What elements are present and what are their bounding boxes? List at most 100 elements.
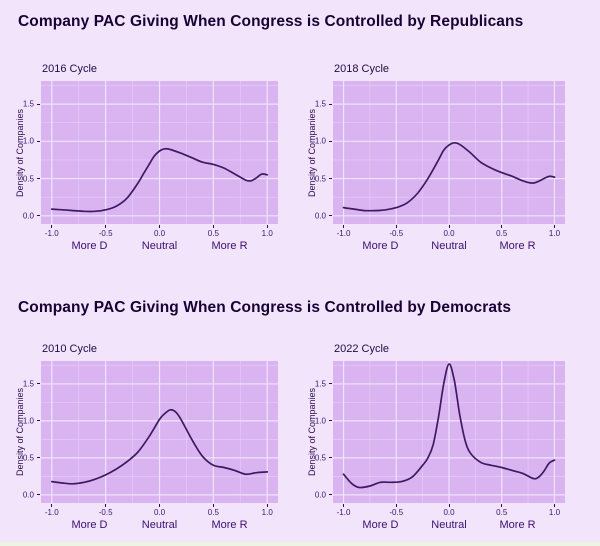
y-tick-label: 1.0 bbox=[22, 416, 34, 426]
y-tick-label: 1.5 bbox=[22, 99, 34, 109]
y-tick-mark bbox=[37, 494, 40, 496]
footer-strip bbox=[0, 542, 600, 546]
density-plot-2010-cycle: 2010 Cycle Density of Companies 0.0 0.5 1.0 1… bbox=[15, 343, 278, 531]
density-plot-2022-cycle: 2022 Cycle Density of Companies 0.0 0.5 1.0 1… bbox=[307, 343, 565, 531]
y-tick-mark bbox=[37, 383, 40, 385]
x-axis-annotation: More R bbox=[211, 240, 248, 252]
x-tick-mark bbox=[212, 504, 214, 507]
plot-title: 2018 Cycle bbox=[334, 63, 390, 75]
y-tick-mark bbox=[37, 178, 40, 180]
x-axis-annotation: More R bbox=[499, 240, 536, 252]
y-tick-label: 0.5 bbox=[314, 174, 326, 184]
x-tick-mark bbox=[51, 504, 53, 507]
y-tick-label: 1.0 bbox=[314, 136, 326, 146]
x-tick-mark bbox=[395, 225, 397, 228]
density-curve bbox=[342, 363, 556, 489]
x-tick-label: 0.0 bbox=[443, 508, 455, 517]
plot-title: 2010 Cycle bbox=[42, 343, 98, 355]
x-axis-annotation: Neutral bbox=[431, 240, 467, 252]
plot-panel bbox=[41, 81, 278, 224]
y-tick-mark bbox=[329, 383, 332, 385]
y-tick-mark bbox=[329, 420, 332, 422]
x-tick-label: -1.0 bbox=[44, 229, 59, 238]
x-tick-mark bbox=[159, 225, 160, 228]
y-tick-mark bbox=[329, 457, 332, 459]
x-tick-label: -1.0 bbox=[44, 508, 59, 517]
y-tick-label: 1.0 bbox=[22, 136, 34, 146]
x-axis-annotation: More R bbox=[211, 519, 248, 531]
x-tick-mark bbox=[553, 504, 555, 507]
y-tick-label: 0.0 bbox=[314, 490, 326, 500]
x-axis-annotation: Neutral bbox=[141, 240, 178, 252]
y-tick-label: 0.5 bbox=[22, 174, 34, 184]
y-tick-label: 0.5 bbox=[314, 453, 326, 463]
x-tick-mark bbox=[553, 225, 555, 228]
y-tick-label: 0.0 bbox=[314, 211, 326, 221]
density-plot-2018-cycle: 2018 Cycle Density of Companies 0.0 0.5 1.0 1… bbox=[307, 63, 565, 252]
y-tick-mark bbox=[329, 215, 332, 217]
x-tick-label: 0.0 bbox=[153, 229, 166, 238]
y-tick-label: 1.5 bbox=[22, 379, 34, 389]
y-axis-label: Density of Companies bbox=[15, 387, 25, 477]
x-axis-annotation: Neutral bbox=[431, 519, 467, 531]
x-tick-mark bbox=[395, 504, 397, 507]
x-tick-label: -0.5 bbox=[389, 229, 404, 238]
x-tick-mark bbox=[105, 504, 107, 507]
x-tick-label: 1.0 bbox=[548, 508, 561, 517]
x-axis-annotation: More D bbox=[71, 240, 108, 252]
x-tick-mark bbox=[266, 225, 268, 228]
y-tick-label: 0.0 bbox=[22, 490, 34, 500]
plot-panel bbox=[333, 81, 565, 224]
y-tick-label: 1.5 bbox=[314, 379, 326, 389]
x-tick-label: -0.5 bbox=[98, 229, 113, 238]
y-tick-mark bbox=[329, 103, 332, 105]
density-curve bbox=[50, 408, 269, 485]
x-tick-label: -1.0 bbox=[336, 229, 351, 238]
x-tick-label: 0.5 bbox=[207, 229, 219, 238]
x-tick-mark bbox=[212, 225, 214, 228]
y-tick-label: 0.5 bbox=[22, 453, 34, 463]
y-tick-label: 1.5 bbox=[314, 99, 326, 109]
plot-panel bbox=[41, 361, 278, 503]
x-axis-annotation: More D bbox=[362, 519, 399, 531]
x-tick-mark bbox=[159, 504, 160, 507]
x-tick-mark bbox=[448, 225, 450, 228]
section-title-democrats: Company PAC Giving When Congress is Cont… bbox=[18, 299, 512, 316]
y-tick-mark bbox=[329, 178, 332, 180]
x-tick-mark bbox=[343, 504, 345, 507]
y-tick-mark bbox=[37, 103, 40, 105]
plot-title: 2022 Cycle bbox=[334, 343, 390, 355]
density-curve bbox=[50, 147, 269, 213]
y-tick-mark bbox=[329, 494, 332, 496]
y-tick-mark bbox=[329, 140, 332, 142]
x-tick-mark bbox=[51, 225, 53, 228]
x-tick-mark bbox=[105, 225, 107, 228]
plot-panel bbox=[333, 361, 565, 503]
y-tick-mark bbox=[37, 215, 40, 217]
y-axis-label: Density of Companies bbox=[307, 387, 317, 477]
x-tick-label: -1.0 bbox=[336, 508, 351, 517]
section-title-republicans: Company PAC Giving When Congress is Cont… bbox=[18, 13, 524, 30]
y-tick-label: 1.0 bbox=[314, 416, 326, 426]
x-tick-label: 0.0 bbox=[153, 508, 166, 517]
x-axis-annotation: More R bbox=[499, 519, 536, 531]
density-plot-2016-cycle: 2016 Cycle Density of Companies 0.0 0.5 1.0 1… bbox=[15, 63, 278, 252]
x-axis-annotation: Neutral bbox=[141, 519, 178, 531]
x-tick-label: 1.0 bbox=[548, 229, 561, 238]
y-axis-label: Density of Companies bbox=[307, 108, 317, 197]
x-tick-label: -0.5 bbox=[389, 508, 404, 517]
x-tick-mark bbox=[343, 225, 345, 228]
y-tick-mark bbox=[37, 457, 40, 459]
plot-title: 2016 Cycle bbox=[42, 63, 98, 75]
density-curve bbox=[342, 141, 556, 212]
y-tick-mark bbox=[37, 420, 40, 422]
x-tick-label: 0.5 bbox=[207, 508, 219, 517]
x-tick-mark bbox=[501, 225, 503, 228]
x-tick-label: 0.0 bbox=[443, 229, 455, 238]
x-axis-annotation: More D bbox=[71, 519, 108, 531]
y-axis-label: Density of Companies bbox=[15, 108, 25, 197]
x-tick-mark bbox=[448, 504, 450, 507]
x-tick-label: 0.5 bbox=[496, 229, 508, 238]
x-tick-mark bbox=[501, 504, 503, 507]
x-tick-label: 0.5 bbox=[496, 508, 508, 517]
